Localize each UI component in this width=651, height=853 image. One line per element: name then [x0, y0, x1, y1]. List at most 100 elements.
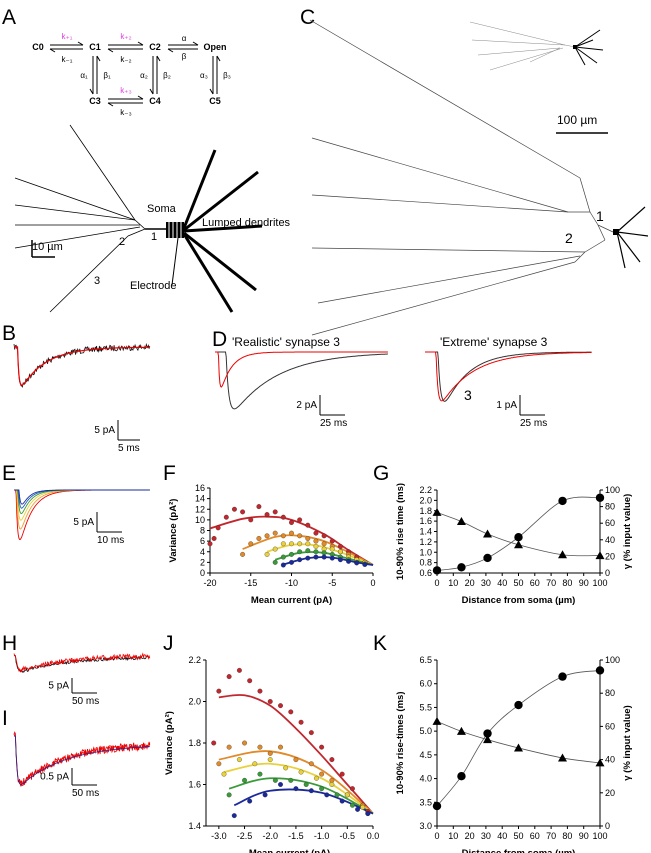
x-tick-label: 10	[448, 578, 458, 588]
x-tick-label: -2.5	[237, 831, 253, 841]
dendrite	[597, 224, 606, 241]
y-axis-label: Variance (pA²)	[168, 499, 179, 563]
state-label: C3	[89, 96, 101, 106]
arrow-head	[96, 55, 101, 62]
data-point	[278, 703, 283, 709]
data-point	[337, 557, 343, 563]
inset-dendrite	[574, 46, 598, 64]
x-tick-label: 60	[530, 831, 540, 841]
data-point	[456, 726, 466, 735]
data-point	[216, 688, 222, 694]
y-tick-label: 1.0	[419, 547, 432, 557]
y-tick-label: 1.6	[419, 516, 432, 526]
scale-label: 10 ms	[97, 535, 124, 546]
arrow-head	[49, 48, 56, 53]
inset-dendrite	[471, 39, 566, 46]
data-point	[305, 555, 311, 561]
data-point	[344, 792, 350, 798]
y-tick-label: 12	[195, 504, 205, 514]
y2-tick-label: 80	[605, 502, 615, 512]
x-tick-label: 0	[370, 578, 375, 588]
data-point	[240, 509, 246, 515]
data-point	[267, 757, 273, 763]
data-point	[305, 522, 311, 528]
y-tick-label: 0.8	[419, 558, 432, 568]
data-point	[319, 744, 325, 750]
data-point	[595, 666, 605, 675]
data-point	[321, 554, 327, 560]
y-tick-label: 4	[200, 547, 205, 557]
fit-curve	[228, 777, 374, 815]
inset-dendrite	[574, 46, 586, 66]
data-point	[432, 801, 442, 811]
panel-label: J	[163, 632, 174, 655]
panel-label: F	[163, 462, 176, 485]
x-tick-label: 60	[530, 578, 540, 588]
data-point	[267, 750, 273, 756]
dendrite	[616, 231, 649, 237]
y2-axis-label: γ (% input value)	[622, 494, 633, 569]
scale-label: 50 ms	[72, 788, 99, 799]
x-tick-label: -2.0	[262, 831, 278, 841]
data-point	[264, 512, 270, 518]
arrow-head	[216, 55, 221, 62]
x-tick-label: 50	[513, 578, 523, 588]
y-tick-label: 2	[200, 557, 205, 567]
dendrite	[134, 219, 146, 230]
dendrite	[597, 224, 614, 233]
rate-label: k₋₂	[120, 55, 131, 64]
dendrite	[616, 231, 641, 263]
y-tick-label: 1.4	[188, 821, 201, 831]
panel-label: C	[300, 6, 315, 29]
x-tick-label: -20	[203, 578, 216, 588]
data-point	[280, 554, 286, 560]
y-tick-label: 1.8	[419, 506, 432, 516]
data-point	[339, 771, 345, 777]
electrode	[171, 237, 179, 286]
x-tick-label: 70	[546, 578, 556, 588]
dendrite	[574, 251, 586, 263]
data-point	[297, 517, 303, 523]
y-tick-label: 2.0	[419, 495, 432, 505]
rate-label: α₃	[200, 71, 208, 80]
data-point	[514, 743, 523, 752]
data-point	[432, 507, 442, 516]
data-point	[256, 536, 262, 541]
data-point	[289, 559, 294, 565]
data-point	[264, 551, 270, 557]
fit-curve	[223, 762, 374, 815]
data-point	[313, 530, 319, 536]
site-label: 2	[565, 230, 573, 246]
scale-label: 25 ms	[520, 418, 547, 429]
x-tick-label: 10	[448, 831, 458, 841]
data-point	[272, 509, 278, 515]
data-point	[221, 771, 227, 777]
data-point	[252, 761, 258, 767]
inset-dendrite	[469, 21, 566, 46]
y-tick-label: 2.2	[419, 485, 432, 495]
inset-dendrite	[477, 47, 561, 56]
data-point	[362, 562, 368, 567]
data-point	[339, 798, 345, 804]
data-point	[289, 530, 294, 536]
dendrite	[589, 211, 599, 226]
data-point	[297, 549, 303, 555]
y-tick-label: 0	[200, 568, 205, 578]
data-point	[346, 558, 351, 564]
data-point	[483, 729, 492, 738]
panel-label: E	[2, 462, 16, 485]
x-axis-label: Mean current (pA)	[251, 595, 332, 606]
y-tick-label: 3.0	[419, 821, 432, 831]
data-point	[329, 757, 335, 763]
data-point	[298, 719, 304, 725]
y-axis-label: 10-90% rise-times (ms)	[395, 692, 406, 795]
rate-label: β₂	[163, 71, 171, 80]
data-point	[432, 716, 442, 725]
x-tick-label: 30	[481, 578, 491, 588]
data-point	[308, 788, 314, 794]
data-point	[456, 517, 466, 526]
site-label: 1	[151, 231, 157, 243]
trace	[215, 351, 388, 388]
rate-label: α₂	[140, 71, 148, 80]
lumped-dendrite	[183, 231, 257, 292]
